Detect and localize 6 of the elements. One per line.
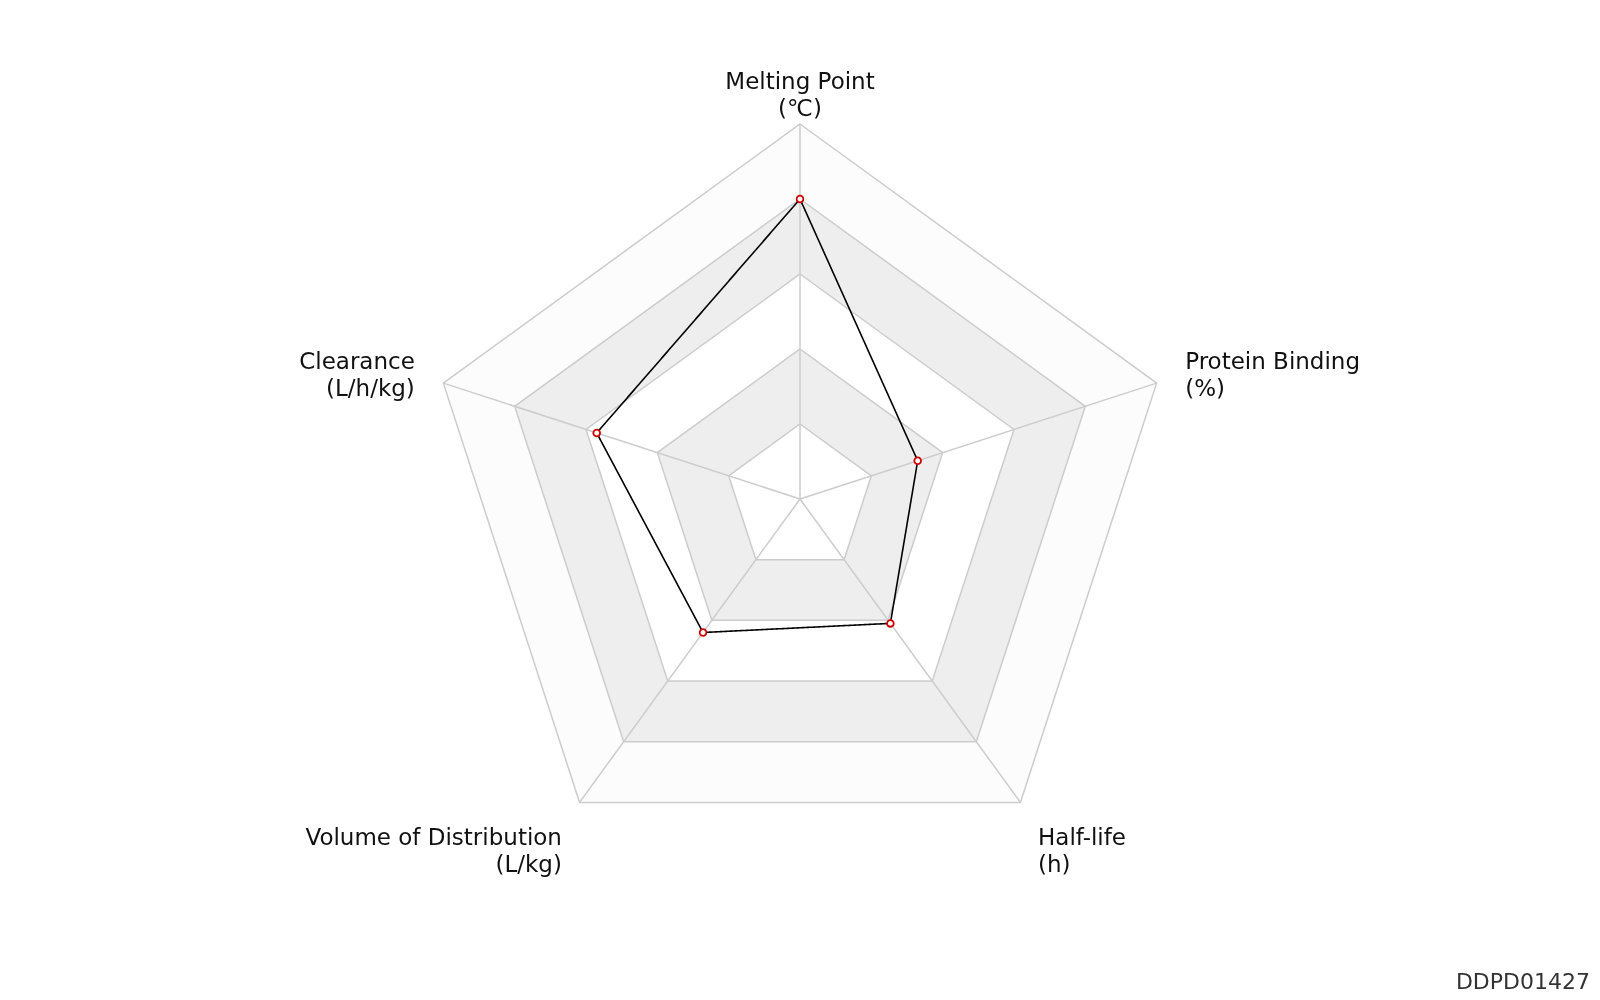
- spoke-label: Volume of Distribution (L/kg): [305, 823, 562, 877]
- spoke-label: Protein Binding (%): [1185, 347, 1361, 401]
- spoke-label: Clearance (L/h/kg): [299, 347, 415, 401]
- spoke-label: Melting Point (℃): [725, 68, 875, 121]
- spoke-label: Half-life (h): [1038, 823, 1127, 877]
- text: DDPD01427: [1455, 969, 1590, 994]
